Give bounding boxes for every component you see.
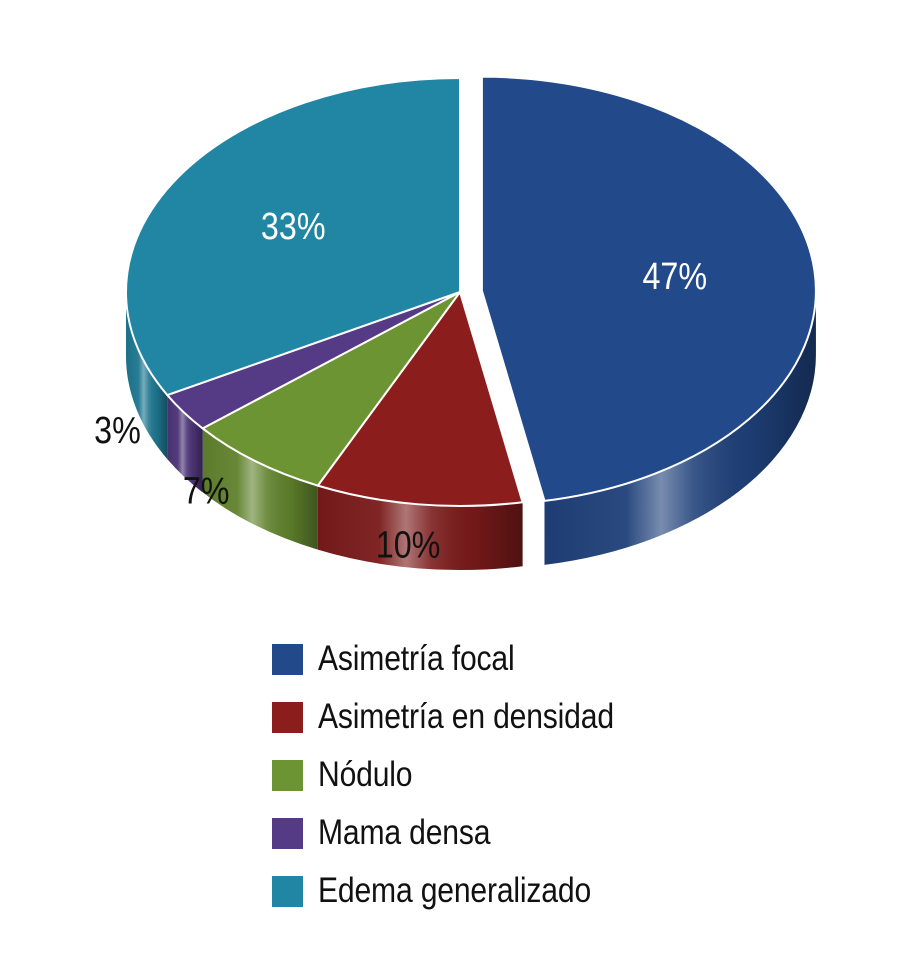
legend-label-nodulo: Nódulo: [318, 755, 413, 794]
legend-swatch-asimetria-en-densidad: [272, 701, 303, 733]
pie-slice-nodulo: [201, 291, 461, 487]
legend-label-mama-densa: Mama densa: [318, 813, 491, 852]
data-label-nodulo: 7%: [183, 470, 230, 512]
pie-top-faces: [125, 75, 817, 507]
legend-label-asimetria-en-densidad: Asimetría en densidad: [318, 697, 614, 736]
pie-side-sheen-mama-densa: [167, 395, 203, 493]
pie-chart-svg: 47% 10% 7% 3% 33%: [94, 75, 817, 570]
data-label-asimetria-focal: 47%: [642, 256, 707, 298]
data-label-asimetria-en-densidad: 10%: [376, 524, 441, 566]
legend-item-asimetria-focal: Asimetría focal: [272, 630, 662, 688]
legend-label-asimetria-focal: Asimetría focal: [318, 639, 515, 678]
legend-item-nodulo: Nódulo: [272, 746, 662, 804]
legend-label-edema-generalizado: Edema generalizado: [318, 871, 592, 910]
data-label-mama-densa: 3%: [94, 410, 141, 452]
pie-slice-asimetria-focal: [480, 75, 817, 502]
data-label-edema-generalizado: 33%: [261, 205, 326, 247]
pie-data-labels: 47% 10% 7% 3% 33%: [94, 205, 707, 565]
pie-side-sheen-nodulo: [202, 428, 318, 550]
legend-swatch-edema-generalizado: [272, 875, 303, 907]
legend-swatch-mama-densa: [272, 817, 303, 849]
pie-slice-asimetria-en-densidad: [316, 291, 524, 507]
legend-item-mama-densa: Mama densa: [272, 804, 662, 862]
chart-legend: Asimetría focal Asimetría en densidad Nódu…: [272, 630, 662, 920]
legend-item-asimetria-en-densidad: Asimetría en densidad: [272, 688, 662, 746]
legend-swatch-asimetria-focal: [272, 643, 303, 675]
pie-slice-edema-generalizado: [125, 77, 461, 397]
legend-item-edema-generalizado: Edema generalizado: [272, 862, 662, 920]
pie-side-sheen-edema-generalizado: [126, 292, 168, 460]
legend-swatch-nodulo: [272, 759, 303, 791]
pie-side-sheen-asimetria-focal: [544, 290, 816, 565]
